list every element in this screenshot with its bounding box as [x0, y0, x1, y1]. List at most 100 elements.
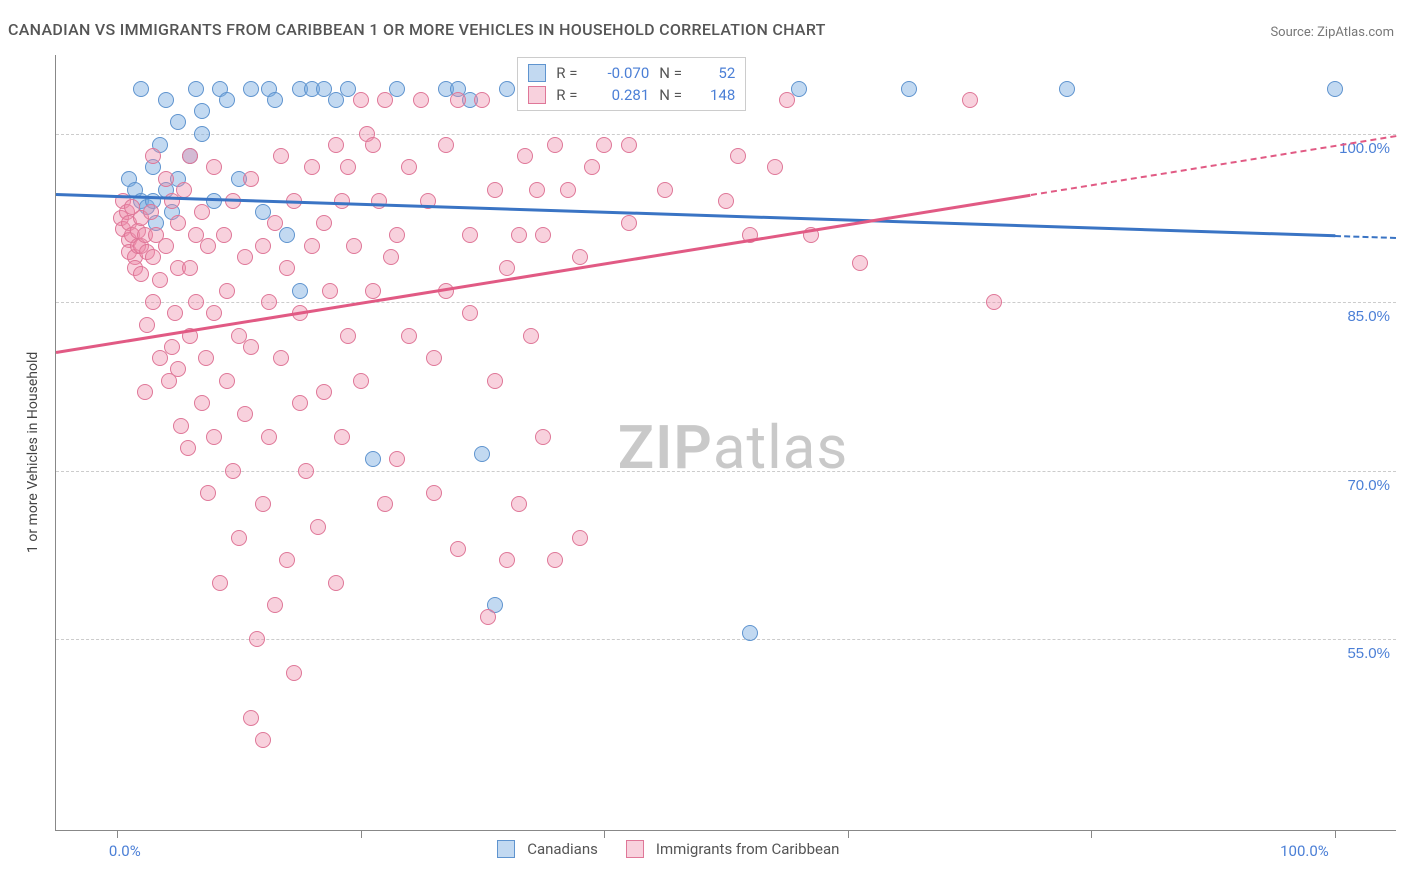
scatter-point	[145, 148, 161, 164]
scatter-point	[212, 575, 228, 591]
scatter-point	[137, 384, 153, 400]
scatter-point	[267, 92, 283, 108]
scatter-point	[322, 283, 338, 299]
scatter-point	[596, 137, 612, 153]
scatter-point	[377, 92, 393, 108]
r-value: 0.281	[594, 86, 649, 104]
scatter-point	[346, 238, 362, 254]
scatter-point	[167, 305, 183, 321]
scatter-point	[547, 552, 563, 568]
scatter-point	[173, 418, 189, 434]
scatter-point	[231, 530, 247, 546]
scatter-point	[401, 328, 417, 344]
scatter-point	[206, 429, 222, 445]
gridline	[56, 302, 1396, 303]
scatter-point	[243, 81, 259, 97]
scatter-point	[901, 81, 917, 97]
scatter-point	[225, 463, 241, 479]
scatter-point	[279, 552, 295, 568]
legend-label: Canadians	[527, 840, 598, 858]
legend-row: R =-0.070N =52	[518, 62, 745, 84]
scatter-point	[200, 485, 216, 501]
legend-swatch	[528, 86, 546, 104]
scatter-point	[255, 496, 271, 512]
scatter-point	[742, 625, 758, 641]
scatter-point	[365, 137, 381, 153]
scatter-point	[206, 305, 222, 321]
scatter-point	[206, 159, 222, 175]
scatter-point	[273, 148, 289, 164]
scatter-point	[535, 227, 551, 243]
scatter-point	[450, 541, 466, 557]
scatter-point	[334, 193, 350, 209]
scatter-point	[529, 182, 545, 198]
source-link[interactable]: ZipAtlas.com	[1317, 25, 1394, 40]
scatter-point	[779, 92, 795, 108]
scatter-point	[267, 215, 283, 231]
scatter-point	[499, 552, 515, 568]
scatter-point	[298, 463, 314, 479]
scatter-point	[560, 182, 576, 198]
scatter-point	[572, 249, 588, 265]
scatter-point	[216, 227, 232, 243]
scatter-point	[730, 148, 746, 164]
scatter-point	[286, 665, 302, 681]
scatter-point	[170, 114, 186, 130]
r-value: -0.070	[594, 64, 649, 82]
scatter-point	[249, 631, 265, 647]
scatter-point	[267, 597, 283, 613]
gridline	[56, 134, 1396, 135]
regression-line	[1335, 235, 1396, 239]
scatter-point	[523, 328, 539, 344]
scatter-point	[188, 81, 204, 97]
scatter-point	[474, 446, 490, 462]
scatter-point	[535, 429, 551, 445]
y-tick-label: 85.0%	[1347, 308, 1390, 325]
scatter-point	[340, 159, 356, 175]
legend-swatch	[626, 840, 644, 858]
scatter-point	[182, 148, 198, 164]
scatter-point	[170, 361, 186, 377]
x-tick-label: 0.0%	[109, 842, 141, 860]
scatter-point	[1327, 81, 1343, 97]
scatter-point	[261, 294, 277, 310]
scatter-point	[237, 249, 253, 265]
y-tick-label: 70.0%	[1347, 477, 1390, 494]
scatter-point	[621, 215, 637, 231]
chart-title: CANADIAN VS IMMIGRANTS FROM CARIBBEAN 1 …	[8, 20, 826, 39]
x-tick	[1091, 830, 1092, 838]
scatter-point	[621, 137, 637, 153]
scatter-point	[377, 496, 393, 512]
scatter-point	[401, 159, 417, 175]
scatter-point	[334, 429, 350, 445]
r-label: R =	[556, 64, 584, 82]
scatter-point	[487, 182, 503, 198]
legend-row: R =0.281N =148	[518, 84, 745, 106]
scatter-point	[243, 710, 259, 726]
scatter-point	[316, 384, 332, 400]
scatter-point	[499, 81, 515, 97]
scatter-point	[279, 227, 295, 243]
x-tick	[361, 830, 362, 838]
scatter-point	[194, 204, 210, 220]
scatter-point	[304, 159, 320, 175]
scatter-point	[243, 339, 259, 355]
scatter-point	[328, 575, 344, 591]
scatter-point	[517, 148, 533, 164]
scatter-point	[316, 215, 332, 231]
scatter-point	[170, 215, 186, 231]
scatter-point	[718, 193, 734, 209]
scatter-point	[499, 260, 515, 276]
x-tick	[848, 830, 849, 838]
scatter-point	[547, 137, 563, 153]
scatter-point	[383, 249, 399, 265]
scatter-point	[1059, 81, 1075, 97]
scatter-point	[572, 530, 588, 546]
scatter-point	[462, 305, 478, 321]
scatter-point	[413, 92, 429, 108]
gridline	[56, 471, 1396, 472]
scatter-point	[986, 294, 1002, 310]
scatter-point	[188, 294, 204, 310]
scatter-point	[426, 350, 442, 366]
scatter-point	[584, 159, 600, 175]
